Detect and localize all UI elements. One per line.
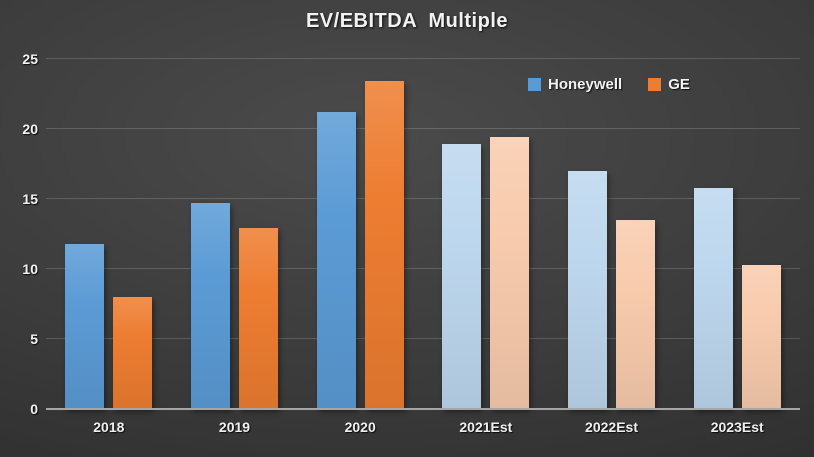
gridline-5: [46, 338, 800, 339]
bars-container: [46, 59, 800, 409]
y-tick-label-15: 15: [22, 191, 38, 207]
bar-ge-2021est: [490, 137, 530, 409]
x-axis-line: [46, 408, 800, 410]
bar-honeywell-2021est: [442, 144, 482, 409]
gridline-10: [46, 268, 800, 269]
gridline-15: [46, 198, 800, 199]
bar-ge-2023est: [741, 264, 781, 409]
ge-swatch-icon: [648, 78, 662, 91]
legend: Honeywell GE: [528, 76, 690, 93]
bar-group-2020: [316, 81, 404, 409]
bar-group-2019: [190, 203, 278, 409]
y-tick-label-10: 10: [22, 261, 38, 277]
gridline-20: [46, 128, 800, 129]
bar-group-2023est: [693, 187, 781, 409]
plot-area: 0 5 10 15 20 25: [22, 51, 800, 417]
x-label-2021est: 2021Est: [459, 419, 513, 435]
bar-honeywell-2023est: [693, 187, 733, 409]
legend-label-ge: GE: [668, 76, 690, 93]
y-tick-label-25: 25: [22, 51, 38, 67]
bar-honeywell-2022est: [567, 171, 607, 409]
y-tick-label-20: 20: [22, 121, 38, 137]
legend-item-ge: GE: [648, 76, 690, 93]
x-label-2022est: 2022Est: [585, 419, 638, 435]
x-label-2018: 2018: [93, 419, 125, 435]
bar-group-2022est: [567, 171, 655, 409]
bar-honeywell-2020: [316, 112, 356, 409]
x-label-2019: 2019: [218, 419, 251, 435]
bar-ge-2018: [113, 297, 153, 409]
gridline-25: [46, 58, 800, 59]
y-tick-label-5: 5: [30, 331, 38, 347]
y-tick-label-0: 0: [30, 401, 38, 417]
bar-ge-2019: [238, 228, 278, 409]
chart-title: EV/EBITDA Multiple: [305, 10, 509, 32]
bar-ge-2020: [364, 81, 404, 409]
x-label-2020: 2020: [344, 419, 376, 435]
bar-ge-2022est: [615, 220, 655, 409]
bar-group-2021est: [442, 137, 530, 409]
bar-group-2018: [65, 243, 153, 409]
x-label-2023est: 2023Est: [710, 419, 764, 435]
x-axis-labels: 2018 2019 2020 2021Est 2022Est 2023Est: [46, 419, 800, 435]
bar-honeywell-2018: [65, 243, 105, 409]
legend-item-honeywell: Honeywell: [528, 76, 622, 93]
honeywell-swatch-icon: [528, 78, 541, 91]
bar-honeywell-2019: [190, 203, 230, 409]
legend-label-honeywell: Honeywell: [548, 76, 623, 93]
